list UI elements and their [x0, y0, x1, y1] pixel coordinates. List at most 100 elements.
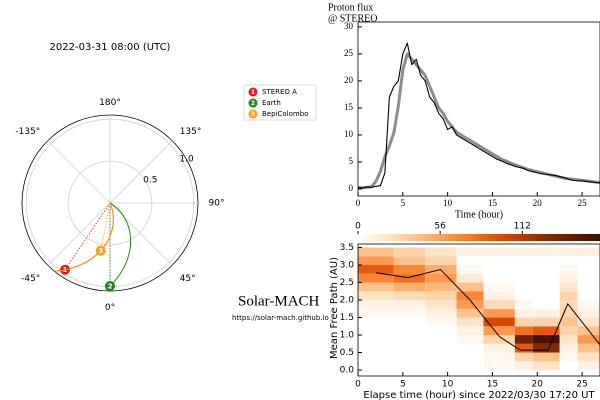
body-marker [95, 245, 106, 256]
heat-cell [532, 282, 560, 292]
y-tick-label: 25 [344, 48, 354, 58]
heat-cell [358, 352, 394, 362]
heat-cell [425, 247, 457, 257]
heat-cell [393, 361, 426, 371]
flux-title: Proton flux [328, 2, 373, 13]
heat-cell [358, 282, 394, 292]
heat-cell [393, 326, 426, 336]
heat-cell [532, 300, 560, 309]
heat-cell [532, 326, 560, 336]
theta-tick-label: 90° [209, 199, 225, 209]
heat-cell [559, 326, 578, 336]
heat-cell [559, 352, 578, 362]
theta-tick-label: -135° [15, 127, 40, 137]
heat-cell [393, 335, 426, 344]
heat-cell [532, 247, 560, 257]
heat-cell [577, 335, 600, 344]
heat-cell [532, 343, 560, 353]
heat-cell [483, 317, 515, 327]
brand-label: Solar-MACH [238, 293, 320, 309]
heat-cell [425, 300, 457, 309]
heat-cell [514, 352, 533, 362]
heat-cell [559, 265, 578, 274]
heat-cell [483, 352, 515, 362]
polar-title: 2022-03-31 08:00 (UTC) [50, 42, 171, 53]
heat-cell [456, 308, 484, 318]
heat-cell [456, 335, 484, 344]
heat-cell [393, 308, 426, 318]
legend-label: BepiColombo [262, 110, 308, 118]
heat-cell [559, 282, 578, 292]
legend-number: 1 [251, 89, 255, 96]
heat-cell [393, 300, 426, 309]
x-tick-label: 25 [578, 198, 588, 208]
heat-cell [456, 273, 484, 283]
heat-cell [559, 291, 578, 301]
heat-cell [532, 273, 560, 283]
heat-cell [358, 326, 394, 336]
colorbar [358, 234, 600, 241]
heat-cell [559, 317, 578, 327]
spiral-line [55, 202, 114, 272]
heat-cell [483, 300, 515, 309]
y-tick-label: 20 [344, 75, 354, 85]
heat-cell [559, 343, 578, 353]
legend-number: 2 [251, 100, 255, 107]
heat-cell [425, 273, 457, 283]
heat-cell [358, 265, 394, 274]
heat-cell [456, 300, 484, 309]
heat-cell [514, 247, 533, 257]
theta-tick-label: 135° [180, 127, 202, 137]
x-tick-label: 10 [443, 198, 453, 208]
heat-cell [559, 247, 578, 257]
heat-cell [393, 352, 426, 362]
radial-line [64, 202, 111, 270]
y-tick-label: 0.0 [340, 366, 355, 376]
heat-cell [577, 300, 600, 309]
theta-tick-label: 45° [180, 274, 196, 284]
heat-cell [456, 317, 484, 327]
y-tick-label: 0.5 [340, 348, 354, 358]
theta-tick-label: 0° [105, 303, 115, 313]
x-tick-label: 0 [356, 198, 361, 208]
heat-cell [559, 361, 578, 371]
heat-cell [532, 335, 560, 344]
plot-frame [357, 243, 600, 377]
x-tick-label: 10 [442, 380, 454, 390]
colorbar-tick-label: 112 [514, 222, 531, 232]
mfp-line [375, 269, 600, 351]
flux-line [358, 52, 600, 190]
heat-cell [514, 300, 533, 309]
body-number: 2 [108, 282, 113, 290]
heat-cell [514, 265, 533, 274]
heat-cell [577, 361, 600, 371]
heat-cell [483, 335, 515, 344]
spoke-line [47, 202, 111, 266]
heat-cell [425, 317, 457, 327]
heat-cell [483, 247, 515, 257]
heat-cell [514, 317, 533, 327]
spoke-line [47, 140, 111, 204]
legend-marker [248, 87, 258, 97]
theta-tick-label: 180° [99, 98, 121, 108]
heat-cell [456, 352, 484, 362]
x-tick-label: 0 [355, 380, 361, 390]
heat-cell [577, 282, 600, 292]
heat-cell [425, 352, 457, 362]
heat-cell [483, 361, 515, 371]
heat-cell [393, 256, 426, 266]
heat-cell [393, 247, 426, 257]
legend-marker [248, 98, 258, 108]
heat-cell [483, 265, 515, 274]
heat-cell [514, 256, 533, 266]
heat-cell [514, 335, 533, 344]
heat-cell [559, 273, 578, 283]
heat-cell [532, 352, 560, 362]
heat-cell [577, 343, 600, 353]
heat-cell [393, 291, 426, 301]
heat-cell [532, 361, 560, 371]
spoke-line [109, 140, 173, 204]
heat-cell [456, 282, 484, 292]
x-tick-label: 5 [400, 380, 406, 390]
